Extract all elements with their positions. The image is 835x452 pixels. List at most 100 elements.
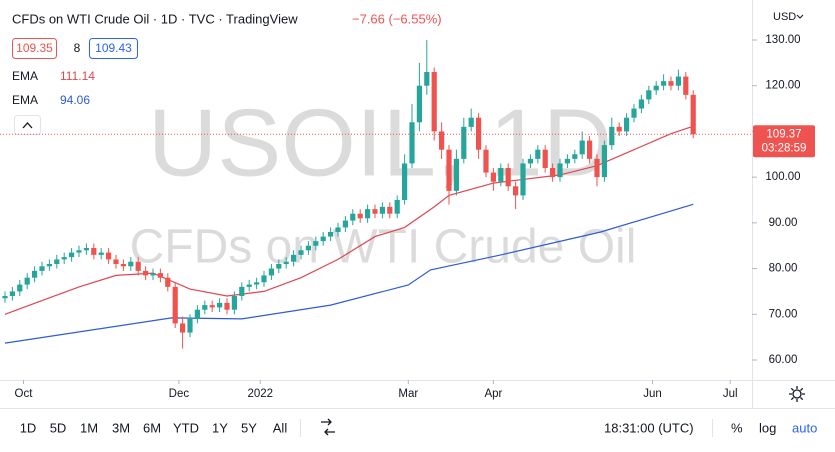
- y-tick-label: 90.00: [769, 217, 798, 229]
- compare-arrows[interactable]: [321, 418, 335, 436]
- candle-body: [594, 158, 600, 178]
- x-tick-label: Apr: [484, 388, 502, 400]
- candle-body: [350, 213, 356, 221]
- candle-body: [83, 248, 89, 251]
- bid-box[interactable]: [12, 38, 57, 59]
- candle-body: [209, 305, 215, 308]
- watermark: USOIL, 1D: [148, 89, 612, 196]
- candle-body: [46, 264, 52, 267]
- candle-body: [150, 273, 156, 276]
- watermark-subtitle: CFDs on WTI Crude Oil: [130, 221, 637, 274]
- range-button[interactable]: 1D: [20, 420, 37, 435]
- ask[interactable]: 109.43: [95, 41, 132, 55]
- last-price-tag: [753, 125, 815, 158]
- candle-body: [601, 145, 608, 178]
- candle-body: [476, 117, 482, 150]
- candle-body: [616, 126, 622, 132]
- candle-body: [661, 81, 667, 86]
- y-tick-label: 130.00: [765, 34, 800, 46]
- candle-body: [113, 259, 119, 264]
- candle-body: [609, 126, 615, 146]
- candle-body: [527, 158, 534, 164]
- candle-body: [505, 168, 511, 187]
- candle-body: [387, 206, 393, 214]
- candle-body: [194, 309, 200, 319]
- range-button[interactable]: 6M: [143, 420, 161, 435]
- candle-body: [216, 302, 223, 308]
- collapse-button[interactable]: [14, 115, 41, 135]
- x-tick-label: Jun: [643, 388, 662, 400]
- candle-body: [431, 72, 437, 132]
- collapse-icon[interactable]: [22, 122, 33, 129]
- candle-body: [416, 85, 423, 123]
- candle-body: [17, 284, 23, 292]
- candle-body: [557, 163, 563, 178]
- candle-body: [305, 245, 311, 251]
- percent-toggle[interactable]: %: [731, 420, 743, 435]
- range-button[interactable]: YTD: [173, 420, 199, 435]
- bid[interactable]: 109.35: [16, 41, 53, 55]
- range-button[interactable]: 1M: [80, 420, 98, 435]
- candle-body: [231, 296, 237, 310]
- currency-dropdown[interactable]: [796, 14, 804, 19]
- candle-body: [179, 323, 186, 333]
- compare-icon[interactable]: [321, 418, 335, 436]
- candle-body: [320, 236, 326, 242]
- candle-body: [483, 149, 489, 173]
- auto-toggle[interactable]: auto: [792, 420, 817, 435]
- currency[interactable]: USD: [773, 11, 796, 23]
- candle-body: [327, 232, 334, 237]
- ema-label: EMA: [12, 93, 38, 107]
- range-button[interactable]: All: [273, 420, 288, 435]
- candle-body: [587, 140, 593, 159]
- candle-body: [675, 76, 682, 86]
- candle-body: [409, 122, 415, 164]
- candle-body: [172, 286, 178, 324]
- candle-body: [76, 250, 82, 253]
- candle-body: [342, 220, 348, 228]
- candle-body: [683, 76, 689, 95]
- candle-body: [550, 168, 556, 178]
- candle-body: [468, 117, 474, 127]
- candle-body: [142, 270, 149, 276]
- candle-body: [668, 81, 674, 86]
- candle-body: [638, 99, 645, 109]
- range-button[interactable]: 5Y: [241, 420, 257, 435]
- candle-body: [446, 149, 452, 191]
- settings-icon[interactable]: [789, 386, 805, 402]
- candle-body: [98, 252, 104, 255]
- candle-body: [24, 277, 30, 285]
- candle-body: [572, 154, 578, 159]
- log-toggle[interactable]: log: [759, 420, 776, 435]
- ema-line: [4, 125, 694, 315]
- x-tick-label: Dec: [169, 388, 190, 400]
- candle-body: [631, 108, 637, 118]
- candle-body: [31, 270, 38, 278]
- candle-body: [246, 284, 252, 287]
- gear-teeth[interactable]: [789, 386, 805, 402]
- ask-box[interactable]: [89, 38, 138, 59]
- y-tick-label: 80.00: [769, 263, 798, 275]
- candle-body: [579, 140, 585, 155]
- candle-body: [120, 264, 126, 267]
- clock[interactable]: 18:31:00 (UTC): [604, 420, 694, 435]
- range-button[interactable]: 5D: [50, 420, 67, 435]
- gear[interactable]: [792, 389, 802, 399]
- candle-body: [402, 163, 408, 200]
- range-button[interactable]: 3M: [112, 420, 130, 435]
- candle-body: [298, 250, 304, 255]
- candle-body: [564, 158, 571, 164]
- range-button[interactable]: 1Y: [212, 420, 228, 435]
- candle-body: [9, 291, 15, 296]
- candle-body: [128, 261, 134, 267]
- plot-area: USOIL, 1D CFDs on WTI Crude Oil: [2, 40, 696, 349]
- change-label: −7.66 (−6.55%): [352, 11, 442, 26]
- candle-body: [268, 268, 274, 276]
- candle-body: [624, 117, 630, 132]
- candle-body: [357, 213, 363, 219]
- candle-body: [313, 241, 319, 246]
- candle-body: [424, 72, 430, 86]
- candle-body: [690, 94, 696, 135]
- chart-title: CFDs on WTI Crude Oil · 1D · TVC · Tradi…: [12, 11, 298, 26]
